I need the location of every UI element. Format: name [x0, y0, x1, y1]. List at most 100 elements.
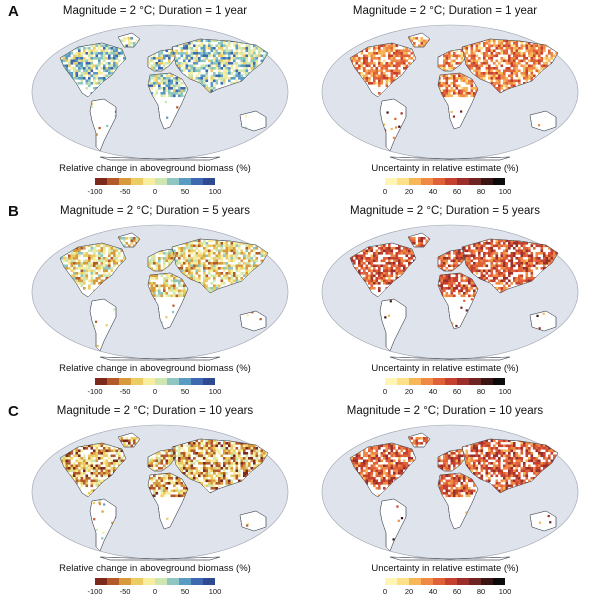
colorbar-tick-label: 0: [382, 187, 388, 196]
colorbar-tick-label: -50: [119, 387, 131, 396]
colorbar-tick-label: 0: [152, 587, 158, 596]
colorbar-segment: [421, 178, 433, 185]
colorbar-tick-label: 80: [476, 187, 486, 196]
colorbar-tick-label: 0: [382, 387, 388, 396]
colorbar-segment: [191, 178, 203, 185]
colorbar-tick-label: 40: [428, 387, 438, 396]
colorbar-tick-label: 20: [404, 187, 414, 196]
colorbar-segment: [445, 578, 457, 585]
panel-title: Magnitude = 2 °C; Duration = 10 years: [56, 405, 254, 417]
colorbar-ticks: 0 20 40 60 80 100: [382, 187, 511, 199]
panel-title: Magnitude = 2 °C; Duration = 1 year: [352, 5, 538, 17]
uncertainty-map: [320, 23, 580, 161]
colorbar-segment: [179, 178, 191, 185]
colorbar-tick-label: 40: [428, 187, 438, 196]
colorbar-segment: [203, 378, 215, 385]
colorbar-segment: [191, 378, 203, 385]
colorbar-tick-label: 50: [180, 187, 190, 196]
colorbar-segment: [131, 578, 143, 585]
biomass-colorbar: [95, 378, 215, 385]
biomass-map: [30, 223, 290, 361]
colorbar-title: Uncertainty in relative estimate (%): [371, 363, 519, 374]
panel-title: Magnitude = 2 °C; Duration = 10 years: [346, 405, 544, 417]
colorbar-segment: [385, 178, 397, 185]
colorbar-segment: [179, 578, 191, 585]
colorbar-tick-label: 0: [152, 187, 158, 196]
colorbar-segment: [167, 178, 179, 185]
colorbar-segment: [155, 378, 167, 385]
uncertainty-panel: Magnitude = 2 °C; Duration = 10 years Un…: [300, 403, 590, 603]
colorbar-segment: [397, 178, 409, 185]
colorbar-tick-label: 20: [404, 587, 414, 596]
uncertainty-colorbar: [385, 578, 505, 585]
colorbar-segment: [445, 378, 457, 385]
colorbar-segment: [493, 578, 505, 585]
colorbar-segment: [167, 578, 179, 585]
biomass-colorbar: [95, 578, 215, 585]
biomass-panel: Magnitude = 2 °C; Duration = 10 years Re…: [10, 403, 300, 603]
biomass-panel: Magnitude = 2 °C; Duration = 5 years Rel…: [10, 203, 300, 403]
colorbar-tick-label: 100: [498, 587, 512, 596]
colorbar-tick-label: 100: [208, 587, 222, 596]
colorbar-segment: [421, 578, 433, 585]
colorbar-segment: [203, 578, 215, 585]
uncertainty-panel: Magnitude = 2 °C; Duration = 1 year Unce…: [300, 3, 590, 203]
panel-title: Magnitude = 2 °C; Duration = 1 year: [62, 5, 248, 17]
world-map-svg: [321, 224, 579, 361]
colorbar-segment: [457, 178, 469, 185]
colorbar-segment: [481, 378, 493, 385]
uncertainty-map: [320, 423, 580, 561]
row-a: A Magnitude = 2 °C; Duration = 1 year Re…: [0, 3, 600, 203]
panel-letter: A: [8, 3, 19, 20]
world-map-svg: [31, 224, 289, 361]
colorbar-tick-label: 60: [452, 587, 462, 596]
colorbar-segment: [131, 378, 143, 385]
colorbar-ticks: 0 20 40 60 80 100: [382, 587, 511, 599]
colorbar-segment: [457, 578, 469, 585]
colorbar-tick-label: 80: [476, 587, 486, 596]
colorbar-ticks: -100 -50 0 50 100: [87, 187, 221, 199]
colorbar-tick-label: 40: [428, 587, 438, 596]
colorbar-segment: [95, 578, 107, 585]
colorbar-segment: [433, 578, 445, 585]
colorbar-segment: [397, 578, 409, 585]
row-c: C Magnitude = 2 °C; Duration = 10 years …: [0, 403, 600, 603]
colorbar-tick-label: -100: [87, 387, 103, 396]
colorbar-segment: [433, 378, 445, 385]
colorbar-segment: [107, 378, 119, 385]
colorbar-segment: [95, 178, 107, 185]
colorbar-title: Relative change in aboveground biomass (…: [59, 163, 251, 174]
colorbar-segment: [179, 378, 191, 385]
colorbar-tick-label: 0: [382, 587, 388, 596]
colorbar-segment: [131, 178, 143, 185]
world-map-svg: [321, 424, 579, 561]
colorbar-tick-label: 100: [498, 187, 512, 196]
colorbar-tick-label: 50: [180, 587, 190, 596]
colorbar-segment: [481, 578, 493, 585]
uncertainty-panel: Magnitude = 2 °C; Duration = 5 years Unc…: [300, 203, 590, 403]
colorbar-segment: [95, 378, 107, 385]
world-map-svg: [31, 424, 289, 561]
panel-title: Magnitude = 2 °C; Duration = 5 years: [350, 205, 540, 217]
colorbar-title: Relative change in aboveground biomass (…: [59, 563, 251, 574]
colorbar-segment: [481, 178, 493, 185]
uncertainty-colorbar: [385, 178, 505, 185]
colorbar-segment: [469, 178, 481, 185]
colorbar-segment: [493, 178, 505, 185]
colorbar-segment: [119, 378, 131, 385]
colorbar-segment: [457, 378, 469, 385]
colorbar-tick-label: -50: [119, 187, 131, 196]
colorbar-tick-label: 100: [208, 387, 222, 396]
panel-title: Magnitude = 2 °C; Duration = 5 years: [60, 205, 250, 217]
colorbar-tick-label: 80: [476, 387, 486, 396]
row-b: B Magnitude = 2 °C; Duration = 5 years R…: [0, 203, 600, 403]
uncertainty-colorbar: [385, 378, 505, 385]
colorbar-tick-label: 20: [404, 387, 414, 396]
colorbar-segment: [385, 578, 397, 585]
colorbar-ticks: -100 -50 0 50 100: [87, 587, 221, 599]
colorbar-ticks: 0 20 40 60 80 100: [382, 387, 511, 399]
colorbar-title: Relative change in aboveground biomass (…: [59, 363, 251, 374]
biomass-colorbar: [95, 178, 215, 185]
colorbar-tick-label: -100: [87, 187, 103, 196]
colorbar-segment: [143, 578, 155, 585]
